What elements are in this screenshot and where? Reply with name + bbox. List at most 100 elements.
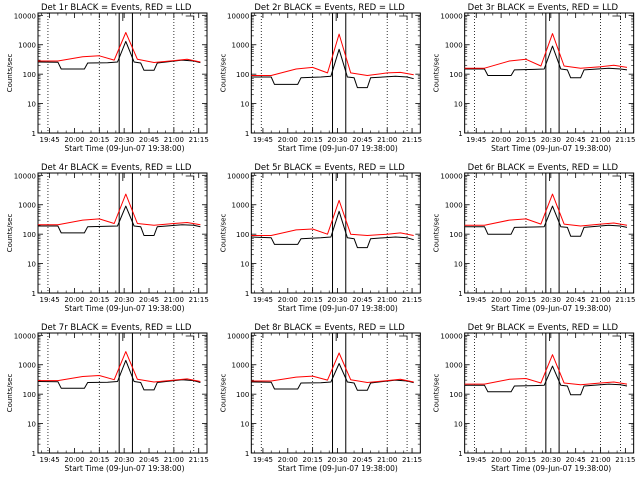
y-tick-label: 1: [458, 290, 462, 298]
x-tick-label: 20:15: [516, 296, 536, 304]
x-tick-label: 21:00: [377, 456, 397, 464]
x-tick-label: 21:00: [590, 456, 610, 464]
x-tick-label: 20:30: [114, 456, 134, 464]
x-axis-label: Start Time (09-Jun-07 19:38:00): [278, 464, 398, 473]
x-tick-label: 21:00: [590, 296, 610, 304]
x-tick-label: 21:15: [402, 136, 422, 144]
y-tick-label: 10000: [14, 332, 36, 340]
x-tick-label: 21:00: [164, 456, 184, 464]
x-axis-label: Start Time (09-Jun-07 19:38:00): [278, 304, 398, 313]
x-tick-label: 20:15: [303, 136, 323, 144]
x-tick-label: 21:15: [189, 296, 209, 304]
interval-bracket: [185, 335, 195, 340]
interval-bracket: [612, 175, 621, 180]
y-tick-label: 100: [236, 231, 249, 239]
x-tick-label: 20:30: [541, 456, 561, 464]
y-tick-label: 1000: [18, 202, 36, 210]
y-tick-label: 10000: [14, 12, 36, 20]
x-tick-label: 20:30: [114, 136, 134, 144]
y-axis-label: Counts/sec: [6, 214, 14, 253]
x-tick-label: 19:45: [253, 296, 273, 304]
panel-title: Det 8r BLACK = Events, RED = LLD: [254, 323, 405, 333]
x-tick-label: 20:45: [352, 456, 372, 464]
x-tick-label: 20:45: [352, 136, 372, 144]
y-tick-label: 1: [245, 450, 249, 458]
panel-title: Det 2r BLACK = Events, RED = LLD: [254, 3, 405, 13]
plot-frame: [464, 172, 635, 294]
interval-bracket: [185, 175, 195, 180]
x-tick-label: 21:15: [402, 456, 422, 464]
events-series-line: [37, 359, 201, 391]
y-tick-label: 10: [27, 421, 36, 429]
x-tick-label: 19:45: [40, 296, 60, 304]
x-tick-label: 19:45: [40, 136, 60, 144]
lld-series-line: [464, 354, 628, 386]
x-tick-label: 20:45: [139, 456, 159, 464]
y-tick-label: 1: [458, 130, 462, 138]
y-tick-label: 1000: [445, 362, 463, 370]
y-tick-label: 1: [245, 290, 249, 298]
events-series-line: [464, 365, 628, 396]
panel-det-8: Det 8r BLACK = Events, RED = LLD 1 10 100 10…: [219, 323, 422, 473]
x-tick-label: 19:45: [253, 136, 273, 144]
x-tick-label: 20:00: [64, 456, 84, 464]
x-axis-label: Start Time (09-Jun-07 19:38:00): [491, 144, 611, 153]
x-tick-label: 20:00: [64, 296, 84, 304]
x-tick-label: 20:00: [491, 456, 511, 464]
y-tick-label: 10000: [227, 12, 249, 20]
lld-series-line: [38, 351, 201, 383]
x-tick-label: 20:00: [278, 136, 298, 144]
panel-det-9: Det 9r BLACK = Events, RED = LLD 1 10 100 10…: [433, 323, 636, 473]
x-tick-label: 20:15: [89, 136, 109, 144]
y-axis-label: Counts/sec: [219, 214, 227, 253]
x-tick-label: 21:15: [402, 296, 422, 304]
events-series-line: [251, 48, 414, 89]
y-tick-label: 100: [236, 391, 249, 399]
events-series-line: [37, 40, 201, 71]
panel-title: Det 5r BLACK = Events, RED = LLD: [254, 163, 405, 173]
x-tick-label: 21:00: [590, 136, 610, 144]
y-tick-label: 1: [32, 130, 36, 138]
x-tick-label: 21:00: [377, 296, 397, 304]
x-tick-label: 20:15: [89, 456, 109, 464]
events-series-line: [464, 45, 628, 79]
panel-det-5: Det 5r BLACK = Events, RED = LLD 1 10 100 10…: [219, 163, 422, 313]
y-tick-label: 10000: [227, 332, 249, 340]
events-series-line: [251, 210, 414, 249]
y-tick-label: 1: [32, 450, 36, 458]
y-tick-label: 10: [240, 101, 249, 109]
y-axis-label: Counts/sec: [433, 54, 441, 93]
y-tick-label: 1000: [232, 202, 250, 210]
x-axis-label: Start Time (09-Jun-07 19:38:00): [65, 464, 185, 473]
events-series-line: [464, 205, 628, 237]
panel-det-2: Det 2r BLACK = Events, RED = LLD 1 10 100 10…: [219, 3, 422, 153]
plot-frame: [464, 332, 635, 454]
y-tick-label: 1000: [445, 202, 463, 210]
y-tick-label: 100: [449, 391, 462, 399]
x-tick-label: 20:45: [566, 296, 586, 304]
y-tick-label: 10000: [440, 332, 462, 340]
x-tick-label: 19:45: [40, 456, 60, 464]
interval-bracket: [399, 335, 408, 340]
x-tick-label: 20:15: [516, 136, 536, 144]
x-tick-label: 21:15: [189, 456, 209, 464]
lld-series-line: [464, 33, 628, 69]
plot-frame: [464, 12, 635, 134]
events-series-line: [38, 205, 201, 236]
y-tick-label: 10: [240, 421, 249, 429]
y-tick-label: 1000: [232, 362, 250, 370]
panel-title: Det 4r BLACK = Events, RED = LLD: [41, 163, 192, 173]
y-axis-label: Counts/sec: [219, 374, 227, 413]
x-tick-label: 20:30: [114, 296, 134, 304]
x-tick-label: 20:00: [64, 136, 84, 144]
panel-det-3: Det 3r BLACK = Events, RED = LLD 1 10 100 10…: [433, 3, 636, 153]
interval-bracket: [612, 335, 621, 340]
panel-det-7: Det 7r BLACK = Events, RED = LLD 1 10 100 10…: [6, 323, 209, 473]
y-axis-label: Counts/sec: [6, 374, 14, 413]
panel-det-1: Det 1r BLACK = Events, RED = LLD 1 10 100 10…: [6, 3, 209, 153]
y-tick-label: 10: [27, 261, 36, 269]
interval-bracket: [185, 15, 195, 20]
y-axis-label: Counts/sec: [219, 54, 227, 93]
x-tick-label: 20:00: [278, 296, 298, 304]
